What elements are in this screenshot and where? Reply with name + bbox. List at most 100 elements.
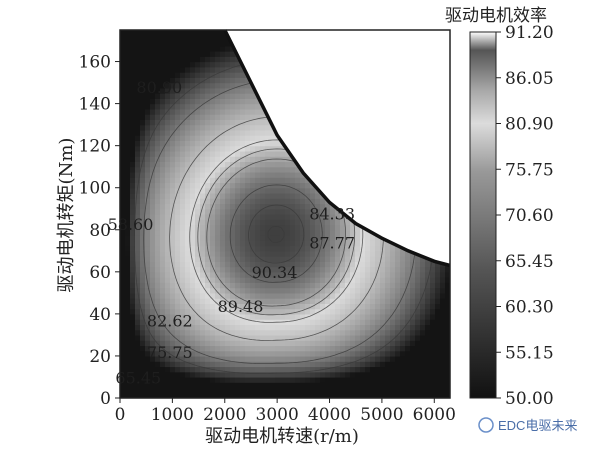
heat-cell: [170, 355, 176, 362]
heat-cell: [170, 72, 176, 78]
heat-cell: [245, 334, 251, 341]
heat-cell: [430, 376, 436, 383]
heat-cell: [125, 214, 131, 220]
heat-cell: [340, 229, 346, 236]
heat-cell: [140, 114, 146, 120]
heat-cell: [135, 214, 141, 220]
heat-cell: [270, 361, 276, 368]
heat-cell: [175, 161, 181, 168]
heat-cell: [180, 198, 186, 205]
heat-cell: [270, 198, 276, 205]
heat-cell: [260, 156, 266, 163]
heat-cell: [290, 208, 296, 215]
heat-cell: [215, 114, 221, 120]
heat-cell: [385, 355, 391, 362]
heat-cell: [250, 392, 256, 398]
heat-cell: [440, 392, 446, 398]
heat-cell: [135, 303, 141, 310]
heat-cell: [140, 77, 146, 84]
heat-cell: [320, 313, 326, 320]
heat-cell: [340, 376, 346, 383]
heat-cell: [350, 387, 356, 394]
heat-cell: [300, 371, 306, 378]
heat-cell: [215, 261, 221, 268]
heat-cell: [130, 161, 136, 168]
heat-cell: [205, 376, 211, 383]
heat-cell: [275, 187, 281, 194]
heat-cell: [250, 334, 256, 341]
heat-cell: [415, 324, 421, 331]
heat-cell: [400, 350, 406, 357]
heat-cell: [330, 376, 336, 383]
heat-cell: [185, 140, 191, 147]
heat-cell: [170, 345, 176, 352]
heat-cell: [370, 371, 376, 378]
heat-cell: [325, 345, 331, 352]
heat-cell: [425, 350, 431, 357]
heat-cell: [165, 203, 171, 210]
heat-cell: [175, 350, 181, 357]
heat-cell: [230, 77, 236, 84]
heat-cell: [410, 371, 416, 378]
heat-cell: [230, 214, 236, 220]
heat-cell: [180, 313, 186, 320]
heat-cell: [295, 287, 301, 294]
heat-cell: [430, 371, 436, 378]
heat-cell: [140, 192, 146, 199]
heat-cell: [430, 282, 436, 289]
heat-cell: [285, 182, 291, 189]
heat-cell: [325, 203, 331, 210]
heat-cell: [310, 198, 316, 205]
heat-cell: [395, 376, 401, 383]
heat-cell: [375, 376, 381, 383]
heat-cell: [120, 45, 126, 52]
heat-cell: [300, 340, 306, 347]
heat-cell: [385, 240, 391, 247]
heat-cell: [255, 319, 261, 325]
heat-cell: [420, 308, 426, 315]
heat-cell: [120, 382, 126, 389]
heat-cell: [425, 361, 431, 368]
heat-cell: [390, 245, 396, 252]
heat-cell: [130, 345, 136, 352]
heat-cell: [290, 224, 296, 231]
heat-cell: [400, 355, 406, 362]
heat-cell: [270, 214, 276, 220]
heat-cell: [160, 313, 166, 320]
heat-cell: [135, 119, 141, 126]
heat-cell: [235, 135, 241, 141]
heat-cell: [205, 371, 211, 378]
heat-cell: [240, 250, 246, 257]
heat-cell: [140, 51, 146, 57]
heat-cell: [135, 282, 141, 289]
heat-cell: [200, 51, 206, 57]
heat-cell: [205, 35, 211, 42]
heat-cell: [335, 371, 341, 378]
heat-cell: [165, 198, 171, 205]
heat-cell: [230, 240, 236, 247]
heat-cell: [130, 334, 136, 341]
heat-cell: [155, 340, 161, 347]
heat-cell: [255, 308, 261, 315]
heat-cell: [200, 98, 206, 105]
heat-cell: [190, 166, 196, 173]
heat-cell: [140, 156, 146, 163]
heat-cell: [250, 361, 256, 368]
heat-cell: [205, 166, 211, 173]
heat-cell: [300, 192, 306, 199]
heat-cell: [195, 35, 201, 42]
heat-cell: [155, 308, 161, 315]
heat-cell: [275, 208, 281, 215]
heat-cell: [425, 298, 431, 304]
heat-cell: [180, 245, 186, 252]
heat-cell: [310, 245, 316, 252]
heat-cell: [435, 261, 441, 268]
heat-cell: [160, 298, 166, 304]
heat-cell: [240, 371, 246, 378]
heat-cell: [365, 313, 371, 320]
heat-cell: [435, 371, 441, 378]
heat-cell: [140, 87, 146, 94]
heat-cell: [130, 382, 136, 389]
heat-cell: [220, 224, 226, 231]
heat-cell: [210, 371, 216, 378]
